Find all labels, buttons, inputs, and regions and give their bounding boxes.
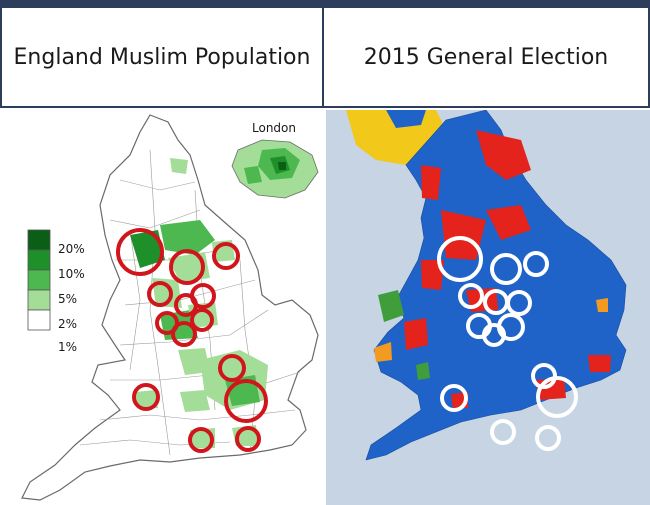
election-map-svg <box>346 110 627 461</box>
london-inset-map <box>231 139 319 199</box>
election-map <box>326 110 650 505</box>
highlight-circle <box>218 354 246 382</box>
highlight-circle <box>116 228 164 276</box>
highlight-circle <box>147 281 173 307</box>
libdem-area <box>374 342 392 362</box>
highlight-circle <box>482 323 506 347</box>
right-panel-title: 2015 General Election <box>363 44 609 70</box>
left-panel-title: England Muslim Population <box>13 44 311 70</box>
right-panel-title-box: 2015 General Election <box>322 8 650 108</box>
highlight-circles <box>437 236 578 451</box>
highlight-circle <box>490 253 522 285</box>
muslim-population-map-svg: London 20% 10% 5% 2% 1% <box>21 114 319 501</box>
highlight-circle <box>132 383 160 411</box>
highlight-circle <box>212 242 240 270</box>
plaid-area <box>378 290 404 322</box>
muslim-population-map: London 20% 10% 5% 2% 1% <box>0 110 326 505</box>
green-area <box>416 362 430 380</box>
legend-label-5: 5% <box>58 292 77 306</box>
highlight-circle <box>155 311 179 335</box>
scotland-conservative <box>386 110 426 128</box>
libdem-area <box>596 298 608 312</box>
legend-swatch-20 <box>27 229 51 251</box>
highlight-circle <box>531 363 557 389</box>
highlight-circles <box>116 228 268 453</box>
legend-label-1: 1% <box>58 340 77 354</box>
highlight-circle <box>235 426 261 452</box>
legend-label-20: 20% <box>58 242 85 256</box>
legend-swatch-1 <box>27 309 51 331</box>
highlight-circle <box>169 249 205 285</box>
highlight-circle <box>224 379 268 423</box>
legend-swatch-10 <box>27 249 51 271</box>
highlight-circle <box>188 427 214 453</box>
highlight-circle <box>458 283 484 309</box>
highlight-circle <box>506 290 532 316</box>
highlight-circle <box>490 419 516 445</box>
legend-label-10: 10% <box>58 267 85 281</box>
legend-label-2: 2% <box>58 317 77 331</box>
legend-swatch-5 <box>27 269 51 291</box>
legend: 20% 10% 5% 2% 1% <box>27 229 85 354</box>
legend-swatch-2 <box>27 289 51 311</box>
highlight-circle <box>536 376 578 418</box>
muslim-shaded-areas <box>130 158 268 448</box>
highlight-circle <box>523 251 549 277</box>
left-panel-title-box: England Muslim Population <box>0 8 324 108</box>
highlight-circle <box>437 236 483 282</box>
london-inset-label: London <box>252 121 296 135</box>
highlight-circle <box>174 293 198 317</box>
highlight-circle <box>171 321 197 347</box>
slide-top-bar <box>0 0 650 8</box>
highlight-circle <box>535 425 561 451</box>
highlight-circle <box>190 308 214 332</box>
highlight-circle <box>440 384 468 412</box>
